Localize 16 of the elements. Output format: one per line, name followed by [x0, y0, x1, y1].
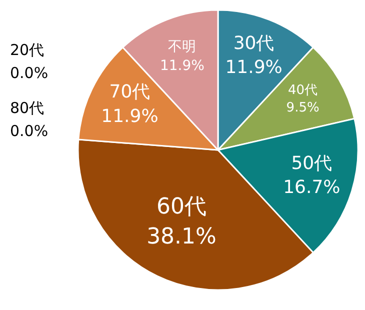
- data-label: 9.5%: [286, 100, 320, 116]
- slice-label: 不明: [168, 39, 196, 56]
- data-label: 11.9%: [160, 58, 204, 74]
- slice-label: 60代: [156, 194, 207, 220]
- slice-label: 40代: [288, 82, 318, 98]
- slice-label: 70代: [109, 82, 150, 103]
- data-label: 16.7%: [283, 177, 340, 198]
- slice-label: 30代: [233, 32, 274, 54]
- text: 0.0%: [10, 122, 48, 140]
- text: 80代: [10, 99, 44, 117]
- data-label: 11.9%: [225, 57, 282, 78]
- data-label: 11.9%: [101, 106, 158, 127]
- text: 20代: [10, 41, 44, 59]
- text: 0.0%: [10, 64, 48, 82]
- data-label: 38.1%: [146, 224, 216, 250]
- slice-label: 50代: [291, 152, 332, 174]
